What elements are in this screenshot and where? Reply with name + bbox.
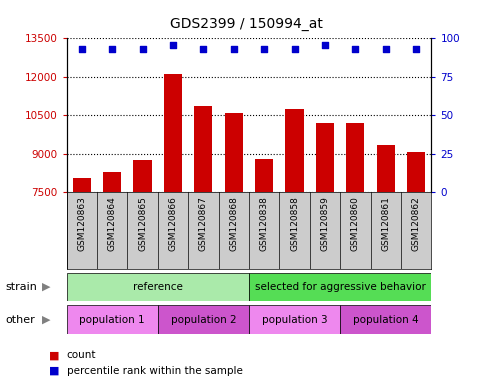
Point (78, 46, 86, 52)
Text: population 2: population 2 (171, 314, 236, 325)
Text: GSM120861: GSM120861 (381, 196, 390, 251)
Bar (377, 145, 395, 384)
Text: selected for aggressive behavior: selected for aggressive behavior (255, 282, 425, 292)
Text: GSM120868: GSM120868 (229, 196, 238, 251)
Text: GSM120866: GSM120866 (169, 196, 177, 251)
Text: population 4: population 4 (353, 314, 419, 325)
Text: GSM120867: GSM120867 (199, 196, 208, 251)
Point (291, 46, 299, 52)
Text: percentile rank within the sample: percentile rank within the sample (67, 366, 243, 376)
Point (352, 46, 359, 52)
Point (199, 46, 208, 52)
Bar (225, 113, 243, 384)
Point (139, 46, 146, 52)
Text: count: count (67, 350, 96, 360)
Point (108, 46, 116, 52)
Text: GSM120862: GSM120862 (412, 196, 421, 251)
Bar (249, 305, 340, 334)
Text: GSM120860: GSM120860 (351, 196, 360, 251)
Text: population 1: population 1 (79, 314, 145, 325)
Text: GSM120838: GSM120838 (260, 196, 269, 251)
Text: ▶: ▶ (42, 282, 50, 292)
Point (382, 46, 389, 52)
Point (230, 46, 238, 52)
Text: ■: ■ (49, 350, 60, 360)
Bar (249, 273, 431, 301)
Bar (164, 74, 182, 384)
Bar (316, 123, 334, 384)
Bar (134, 160, 152, 384)
Text: ▶: ▶ (42, 314, 50, 325)
Bar (103, 172, 121, 384)
Text: strain: strain (5, 282, 37, 292)
Point (169, 41, 177, 48)
Text: GSM120865: GSM120865 (138, 196, 147, 251)
Text: reference: reference (133, 282, 183, 292)
Text: GSM120863: GSM120863 (77, 196, 86, 251)
Bar (255, 159, 273, 384)
Bar (72, 178, 91, 384)
Bar (194, 106, 212, 384)
Point (321, 41, 329, 48)
Bar (158, 305, 249, 334)
Bar (346, 123, 364, 384)
Text: GSM120864: GSM120864 (107, 196, 117, 251)
Text: other: other (5, 314, 35, 325)
Point (260, 46, 268, 52)
Bar (285, 109, 304, 384)
Bar (67, 273, 249, 301)
Text: population 3: population 3 (262, 314, 327, 325)
Text: GSM120858: GSM120858 (290, 196, 299, 251)
Bar (340, 305, 431, 334)
Bar (407, 152, 425, 384)
Text: GDS2399 / 150994_at: GDS2399 / 150994_at (170, 17, 323, 31)
Point (412, 46, 420, 52)
Text: ■: ■ (49, 366, 60, 376)
Text: GSM120859: GSM120859 (320, 196, 329, 251)
Bar (67, 305, 158, 334)
